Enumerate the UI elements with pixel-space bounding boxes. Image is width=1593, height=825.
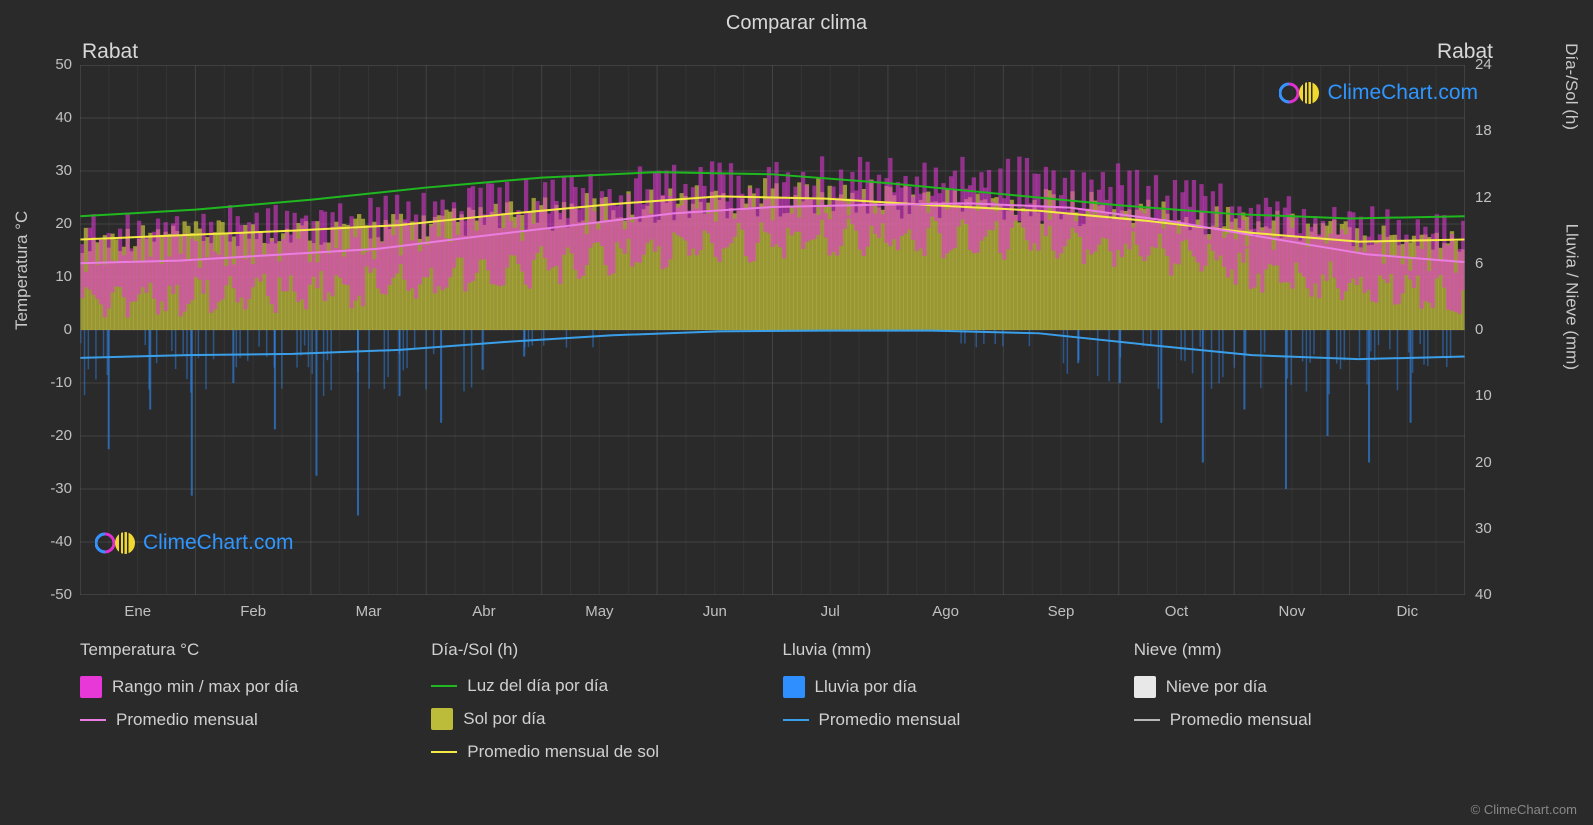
brand-name: ClimeChart.com [1327, 81, 1478, 105]
legend-item: Sol por día [431, 708, 762, 730]
legend-header: Temperatura °C [80, 640, 411, 660]
legend-label: Rango min / max por día [112, 677, 298, 697]
tick-label: 20 [1475, 454, 1492, 471]
legend-item: Promedio mensual de sol [431, 742, 762, 762]
legend-swatch [431, 685, 457, 687]
legend-label: Promedio mensual [116, 710, 258, 730]
legend-label: Promedio mensual [1170, 710, 1312, 730]
chart-title: Comparar clima [0, 0, 1593, 35]
legend-swatch [783, 676, 805, 698]
legend-header: Nieve (mm) [1134, 640, 1465, 660]
tick-label: 0 [64, 321, 72, 338]
tick-label: Jun [703, 603, 727, 620]
legend-header: Lluvia (mm) [783, 640, 1114, 660]
legend-item: Luz del día por día [431, 676, 762, 696]
tick-label: 10 [1475, 387, 1492, 404]
tick-label: Nov [1279, 603, 1306, 620]
tick-label: May [585, 603, 613, 620]
tick-label: -10 [50, 374, 72, 391]
legend-swatch [80, 719, 106, 721]
tick-label: Feb [240, 603, 266, 620]
tick-label: -50 [50, 586, 72, 603]
tick-label: Dic [1396, 603, 1418, 620]
tick-label: 40 [55, 109, 72, 126]
legend-swatch [80, 676, 102, 698]
legend-swatch [1134, 719, 1160, 721]
tick-label: Abr [472, 603, 495, 620]
tick-label: Oct [1165, 603, 1188, 620]
tick-label: -40 [50, 533, 72, 550]
legend-label: Sol por día [463, 709, 545, 729]
tick-label: Jul [821, 603, 840, 620]
y-axis-label-right-bottom: Lluvia / Nieve (mm) [1561, 224, 1581, 370]
logo-icon [1279, 80, 1321, 106]
legend-item: Promedio mensual [80, 710, 411, 730]
tick-label: 20 [55, 215, 72, 232]
tick-label: 24 [1475, 56, 1492, 73]
tick-label: Mar [356, 603, 382, 620]
tick-label: 40 [1475, 586, 1492, 603]
legend-item: Nieve por día [1134, 676, 1465, 698]
legend-item: Promedio mensual [1134, 710, 1465, 730]
y-axis-label-left: Temperatura °C [12, 211, 32, 330]
tick-label: 10 [55, 268, 72, 285]
legend-label: Luz del día por día [467, 676, 608, 696]
legend-item: Rango min / max por día [80, 676, 411, 698]
tick-label: -20 [50, 427, 72, 444]
tick-label: -30 [50, 480, 72, 497]
legend-swatch [431, 708, 453, 730]
legend-item: Lluvia por día [783, 676, 1114, 698]
tick-label: 18 [1475, 122, 1492, 139]
legend-swatch [431, 751, 457, 753]
legend-swatch [783, 719, 809, 721]
brand-name: ClimeChart.com [143, 531, 294, 555]
tick-label: 0 [1475, 321, 1483, 338]
tick-label: Ago [932, 603, 959, 620]
tick-label: Ene [124, 603, 151, 620]
legend-label: Lluvia por día [815, 677, 917, 697]
legend-column: Día-/Sol (h) Luz del día por día Sol por d… [431, 640, 762, 762]
tick-label: 30 [1475, 520, 1492, 537]
legend-swatch [1134, 676, 1156, 698]
city-label-left: Rabat [82, 40, 138, 64]
climate-chart: Comparar clima Rabat Rabat Temperatura °… [0, 0, 1593, 825]
legend: Temperatura °C Rango min / max por día Pro… [80, 640, 1465, 762]
legend-column: Nieve (mm) Nieve por día Promedio mensual [1134, 640, 1465, 762]
legend-column: Temperatura °C Rango min / max por día Pro… [80, 640, 411, 762]
tick-label: 30 [55, 162, 72, 179]
chart-svg [80, 65, 1465, 595]
legend-label: Promedio mensual [819, 710, 961, 730]
tick-label: 12 [1475, 189, 1492, 206]
tick-label: Sep [1048, 603, 1075, 620]
plot-area [80, 65, 1465, 595]
logo-icon [95, 530, 137, 556]
tick-label: 50 [55, 56, 72, 73]
legend-label: Nieve por día [1166, 677, 1267, 697]
legend-column: Lluvia (mm) Lluvia por día Promedio mensua… [783, 640, 1114, 762]
legend-header: Día-/Sol (h) [431, 640, 762, 660]
tick-label: 6 [1475, 255, 1483, 272]
legend-item: Promedio mensual [783, 710, 1114, 730]
brand-logo-bottom: ClimeChart.com [95, 530, 294, 556]
copyright: © ClimeChart.com [1471, 802, 1577, 817]
legend-label: Promedio mensual de sol [467, 742, 659, 762]
brand-logo-top: ClimeChart.com [1279, 80, 1478, 106]
y-axis-label-right-top: Día-/Sol (h) [1561, 43, 1581, 130]
